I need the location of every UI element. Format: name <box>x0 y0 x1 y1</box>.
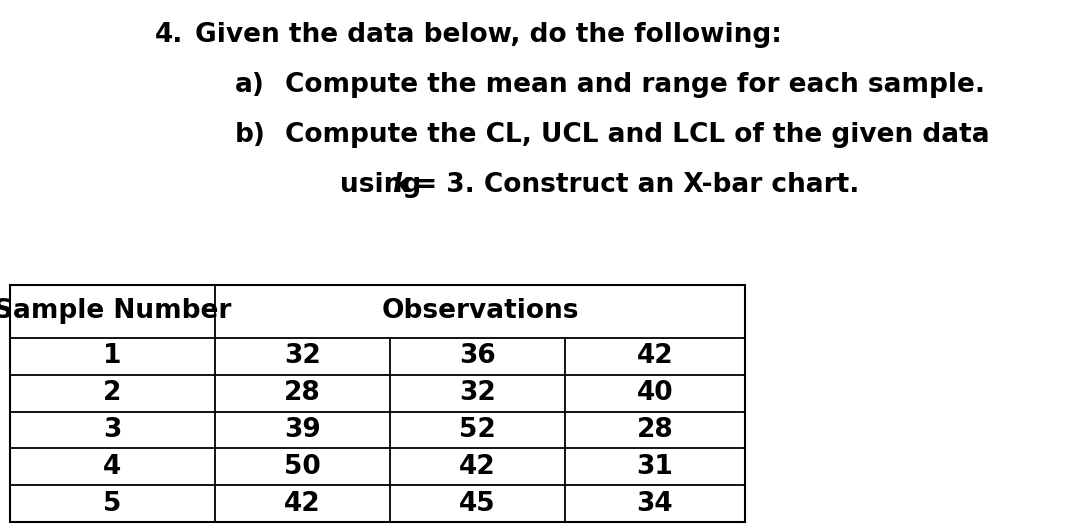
Text: 42: 42 <box>637 343 673 369</box>
Text: 36: 36 <box>459 343 496 369</box>
Text: Compute the mean and range for each sample.: Compute the mean and range for each samp… <box>285 72 985 98</box>
Text: 52: 52 <box>459 417 496 443</box>
Text: 32: 32 <box>284 343 321 369</box>
Text: 5: 5 <box>104 490 122 517</box>
Text: k: k <box>392 172 409 198</box>
Text: 28: 28 <box>284 380 321 406</box>
Text: 42: 42 <box>284 490 321 517</box>
Text: 39: 39 <box>284 417 321 443</box>
Text: 42: 42 <box>459 454 496 480</box>
Text: 3: 3 <box>104 417 122 443</box>
Text: 45: 45 <box>459 490 496 517</box>
Text: Compute the CL, UCL and LCL of the given data: Compute the CL, UCL and LCL of the given… <box>285 122 989 148</box>
Text: 34: 34 <box>637 490 673 517</box>
Text: 2: 2 <box>104 380 122 406</box>
Text: Observations: Observations <box>381 298 579 324</box>
Text: 28: 28 <box>636 417 673 443</box>
Text: Given the data below, do the following:: Given the data below, do the following: <box>195 22 782 48</box>
Text: 31: 31 <box>636 454 674 480</box>
Text: 4.: 4. <box>156 22 184 48</box>
Text: 4: 4 <box>104 454 122 480</box>
Text: = 3. Construct an X-bar chart.: = 3. Construct an X-bar chart. <box>406 172 860 198</box>
Text: 32: 32 <box>459 380 496 406</box>
Text: Sample Number: Sample Number <box>0 298 231 324</box>
Text: 50: 50 <box>284 454 321 480</box>
Text: using: using <box>340 172 430 198</box>
Text: a): a) <box>235 72 265 98</box>
Text: 40: 40 <box>637 380 673 406</box>
Text: 1: 1 <box>104 343 122 369</box>
Text: b): b) <box>235 122 266 148</box>
